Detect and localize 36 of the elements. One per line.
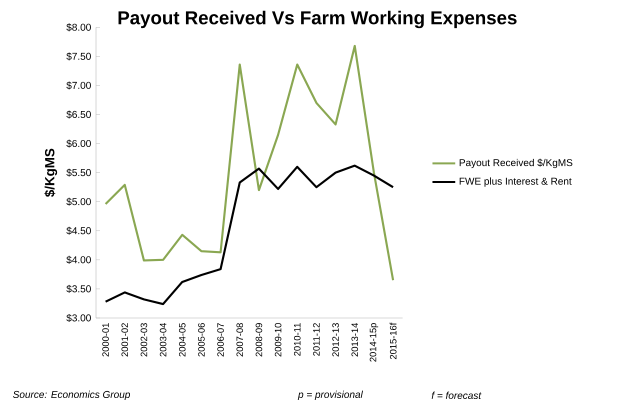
x-tick-label: 2005-06	[198, 323, 205, 356]
x-tick-label: 2009-10	[274, 323, 282, 356]
line-series	[104, 164, 394, 306]
chart-title: Payout Received Vs Farm Working Expenses	[118, 10, 517, 28]
y-tick-label: $7.50	[66, 52, 91, 60]
x-tick-label: 2000-01	[102, 323, 109, 356]
x-tick-label: 2001-02	[121, 323, 128, 356]
y-tick-label: $8.00	[66, 23, 91, 32]
y-tick-label: $4.00	[66, 256, 91, 264]
y-tick-label: $6.00	[66, 140, 91, 148]
x-tick-label: 2007-08	[236, 323, 244, 356]
source-note: Source: Economics Group	[13, 390, 130, 400]
y-tick-label: $7.00	[66, 81, 91, 90]
x-tick-label: 2008-09	[256, 323, 262, 356]
legend-label: Payout Received $/KgMS	[460, 158, 572, 168]
text: f = forecast	[432, 392, 482, 399]
y-tick-label: $6.50	[66, 110, 91, 119]
x-tick-label: 2013-14	[351, 322, 358, 356]
x-tick-label: 2006-07	[217, 323, 224, 356]
y-tick-label: $5.00	[66, 198, 91, 206]
x-tick-label: 2010-11	[294, 323, 301, 356]
x-tick-label: 2014-15p	[370, 323, 378, 362]
x-tick-label: 2002-03	[140, 323, 148, 356]
y-tick-label: $4.50	[66, 226, 91, 235]
y-tick-label: $5.50	[66, 168, 91, 177]
y-tick-label: $3.00	[66, 314, 91, 322]
x-tick-label: 2003-04	[160, 322, 166, 356]
text: p = provisional	[298, 390, 364, 400]
legend-label: FWE plus Interest & Rent	[460, 177, 572, 187]
y-tick-label: $3.50	[66, 284, 91, 293]
x-tick-label: 2004-05	[178, 323, 186, 356]
x-tick-label: 2011-12	[313, 323, 320, 356]
y-axis-title: $/KgMS	[44, 148, 58, 197]
x-tick-label: 2015-16f	[390, 322, 396, 360]
x-tick-label: 2012-13	[332, 323, 339, 356]
line-series	[104, 44, 394, 282]
